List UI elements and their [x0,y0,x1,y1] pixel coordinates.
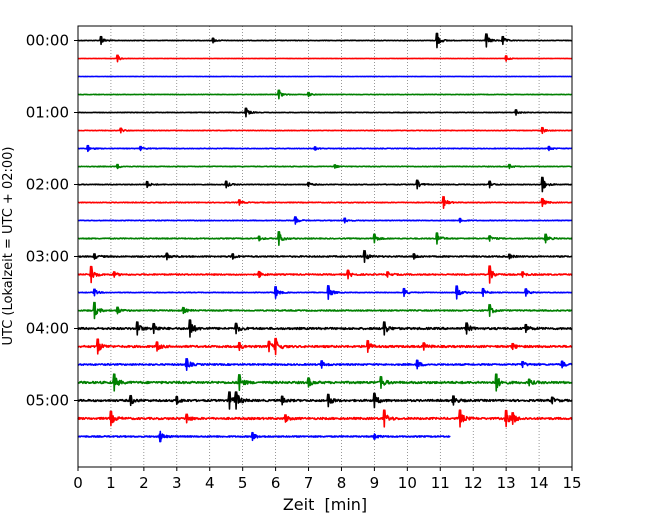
trace-line [78,55,572,61]
y-tick-label: 04:00 [26,320,69,338]
y-tick-label: 03:00 [26,248,69,266]
trace-line [78,339,572,355]
x-tick-label: 3 [172,474,182,492]
trace-line [78,177,572,191]
x-tick-label: 0 [73,474,83,492]
x-tick-label: 14 [530,474,549,492]
trace-line [78,286,572,299]
y-axis: 00:00 01:00 02:00 03:00 04:00 05:00 [26,32,78,410]
x-tick-label: 7 [304,474,314,492]
x-tick-label: 6 [271,474,281,492]
x-tick-label: 4 [205,474,215,492]
x-tick-label: 9 [370,474,380,492]
trace-line [78,303,572,319]
y-axis-label: UTC (Lokalzeit = UTC + 02:00) [1,147,16,346]
x-tick-label: 13 [497,474,516,492]
trace-line [78,410,572,427]
trace-line [78,359,572,371]
x-tick-label: 2 [139,474,149,492]
trace-line [78,108,572,116]
x-tick-label: 11 [431,474,450,492]
y-tick-label: 02:00 [26,176,69,194]
trace-line [78,320,572,337]
traces [78,33,572,441]
x-tick-label: 15 [562,474,581,492]
x-tick-label: 10 [398,474,417,492]
x-tick-label: 5 [238,474,248,492]
trace-line [78,232,572,245]
x-tick-label: 12 [464,474,483,492]
trace-line [78,128,572,134]
trace-line [78,33,572,47]
trace-line [78,392,572,409]
trace-line [78,431,450,441]
trace-line [78,251,572,263]
trace-line [78,217,572,224]
trace-line [78,165,572,169]
x-tick-label: 1 [106,474,116,492]
x-axis-label: Zeit [min] [283,495,367,514]
trace-line [78,266,572,283]
trace-line [78,146,572,152]
trace-line [78,374,572,391]
y-tick-label: 00:00 [26,32,69,50]
trace-line [78,90,572,98]
y-tick-label: 01:00 [26,104,69,122]
x-tick-label: 8 [337,474,347,492]
trace-line [78,197,572,209]
y-tick-label: 05:00 [26,392,69,410]
